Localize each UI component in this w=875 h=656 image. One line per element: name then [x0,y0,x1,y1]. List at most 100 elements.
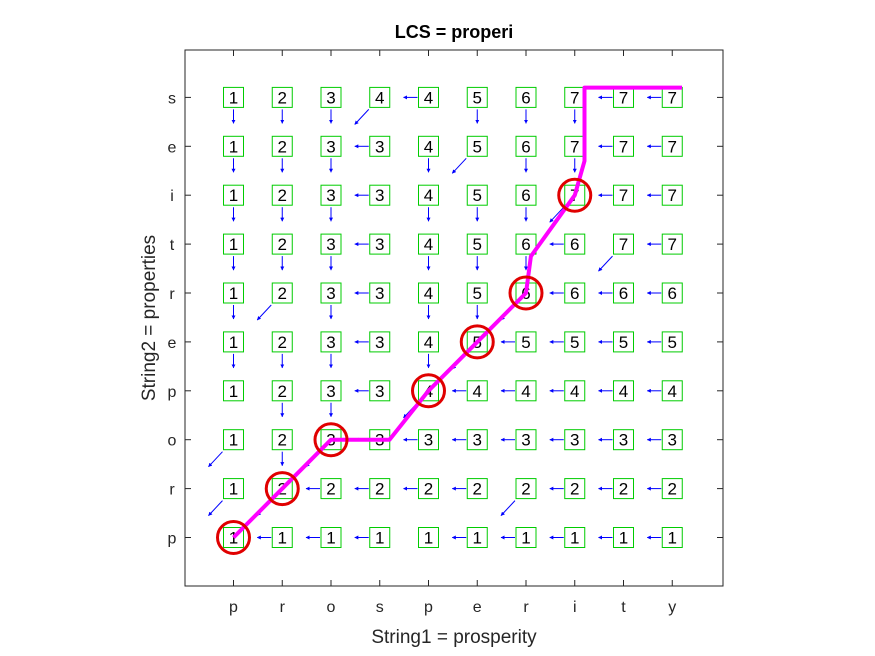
cell-box [271,184,293,206]
cell-box [613,478,634,500]
cell-value: 2 [278,186,287,205]
cell-box [320,331,342,353]
cell-box [418,86,439,108]
cell-value: 3 [521,431,530,450]
cell-box [223,184,244,206]
cell-value: 1 [229,137,238,156]
cell-box [661,331,683,353]
y-tick-label: s [168,90,176,107]
cell-box [369,86,391,108]
cell-box [223,135,244,157]
match-circle [264,471,300,507]
cell-value: 3 [375,284,384,303]
lcs-path-layer [232,85,682,539]
y-tick-label: t [170,237,175,254]
cell-value: 2 [278,333,287,352]
cell-value: 5 [473,186,482,205]
cell-box [271,86,293,108]
cell-box [271,331,293,353]
y-tick-label: e [168,335,177,352]
cell-value: 1 [229,333,238,352]
x-tick-label: t [621,599,626,616]
y-tick-label: o [168,433,177,450]
cell-box [271,282,293,304]
cell-box [369,380,391,402]
cell-value: 4 [570,382,579,401]
cell-value: 1 [229,529,238,548]
lcs-path [232,85,682,539]
cell-box [369,282,391,304]
cell-value: 5 [619,333,628,352]
cell-box [418,331,439,353]
cell-value: 1 [229,186,238,205]
match-circle [459,324,495,360]
cell-box [369,331,391,353]
cell-box [466,331,488,353]
cell-value: 3 [326,186,335,205]
backtrack-arrow [354,109,370,125]
cell-box [223,233,244,255]
cell-value: 1 [229,235,238,254]
x-tick-label: r [523,599,529,616]
cell-value: 7 [619,137,628,156]
cell-box [515,233,537,255]
backtrack-arrow [208,500,223,516]
cell-box [466,233,488,255]
cell-value: 3 [375,382,384,401]
cell-value: 4 [424,137,433,156]
cell-box [564,282,586,304]
cell-box [564,380,586,402]
cell-box [661,429,683,451]
cell-box [613,282,634,304]
cell-box [661,184,683,206]
y-axis-label: String2 = properties [139,235,160,401]
cell-box [271,233,293,255]
cell-box [369,184,391,206]
cell-value: 1 [229,382,238,401]
cell-box [564,331,586,353]
cell-value: 7 [668,186,677,205]
cell-box [661,135,683,157]
cell-box [661,380,683,402]
cell-value: 3 [326,137,335,156]
cell-value: 7 [619,186,628,205]
cell-box [515,135,537,157]
cell-box [515,527,537,548]
cell-value: 7 [668,137,677,156]
cell-box [466,380,488,402]
cell-box [661,478,683,500]
cell-value: 2 [668,480,677,499]
x-tick-label: i [573,599,577,616]
cell-box [466,527,488,548]
x-tick-label: y [668,599,676,616]
axis-ticks: p r o s p e r i t y p r o p e r t i e s [168,50,723,616]
cell-box [271,478,293,500]
cell-value: 2 [570,480,579,499]
cell-box [515,86,537,108]
cell-box [661,233,683,255]
x-tick-label: e [473,599,482,616]
cell-box [613,331,634,353]
cell-box [271,380,293,402]
cell-box [466,86,488,108]
cell-value: 6 [521,88,530,107]
cell-box [320,135,342,157]
cell-value: 5 [473,137,482,156]
cell-value: 3 [570,431,579,450]
x-tick-label: p [424,599,433,616]
cell-value: 1 [619,529,628,548]
cell-value: 6 [570,235,579,254]
cell-box [515,380,537,402]
match-circle [508,275,544,311]
cell-value: 6 [570,284,579,303]
cell-box [271,135,293,157]
y-tick-label: i [170,188,174,205]
cell-value: 3 [326,88,335,107]
cell-box [613,233,634,255]
cell-value: 3 [424,431,433,450]
cell-value: 6 [668,284,677,303]
x-tick-label: r [280,599,286,616]
cell-box [320,86,342,108]
cell-value: 2 [473,480,482,499]
cell-value: 7 [619,88,628,107]
